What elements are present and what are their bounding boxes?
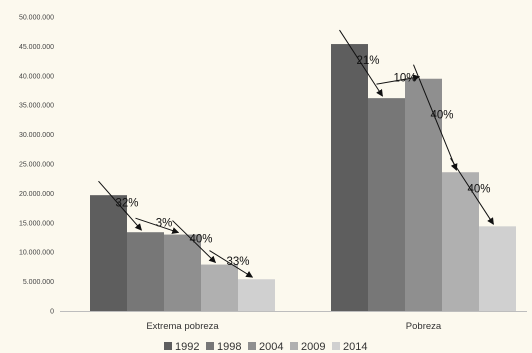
legend-swatch-2014 <box>332 342 340 350</box>
y-tick-label: 25.000.000 <box>19 162 54 169</box>
y-axis: 0 5.000.000 10.000.000 15.000.000 20.000.000… <box>19 15 527 316</box>
change-percent-label: 10% <box>393 72 416 84</box>
legend-swatch-2004 <box>248 342 256 350</box>
legend-swatch-2009 <box>290 342 298 350</box>
y-tick-label: 20.000.000 <box>19 191 54 198</box>
y-tick-label: 40.000.000 <box>19 73 54 80</box>
bar-1998-extrema-pobreza <box>127 232 164 311</box>
change-percent-label: 40% <box>430 109 453 121</box>
change-arrow <box>135 217 180 234</box>
legend-label: 2004 <box>259 341 283 353</box>
change-arrow <box>209 250 254 278</box>
change-percent-label: 21% <box>356 55 379 67</box>
change-arrow <box>172 220 217 264</box>
change-arrow <box>339 29 383 97</box>
bar-2014-pobreza <box>479 226 516 311</box>
bar-2004-extrema-pobreza <box>164 234 201 311</box>
change-percent-label: 32% <box>115 198 138 210</box>
legend-swatch-1998 <box>206 342 214 350</box>
change-percent-label: 40% <box>467 183 490 195</box>
legend: 1992 1998 2004 2009 2014 <box>164 341 367 353</box>
legend-label: 2014 <box>343 341 367 353</box>
bars <box>90 44 516 312</box>
change-arrow <box>98 180 142 231</box>
y-tick-label: 5.000.000 <box>23 279 54 286</box>
y-tick-label: 30.000.000 <box>19 132 54 139</box>
change-percent-label: 33% <box>226 256 249 268</box>
bar-2009-pobreza <box>442 172 479 311</box>
change-percent-label: 40% <box>189 234 212 246</box>
y-tick-label: 45.000.000 <box>19 44 54 51</box>
x-category-label: Extrema pobreza <box>146 321 219 332</box>
change-arrow <box>450 157 494 225</box>
change-arrows: 32% 3% 40% 33% 21% 10% 40% 40% <box>98 29 494 278</box>
bar-1998-pobreza <box>368 98 405 311</box>
y-tick-label: 10.000.000 <box>19 250 54 257</box>
legend-label: 2009 <box>301 341 325 353</box>
bar-2004-pobreza <box>405 78 442 312</box>
y-tick-label: 15.000.000 <box>19 220 54 227</box>
y-tick-label: 50.000.000 <box>19 15 54 22</box>
legend-swatch-1992 <box>164 342 172 350</box>
x-axis-labels: Extrema pobreza Pobreza <box>146 321 442 332</box>
bar-1992-extrema-pobreza <box>90 195 127 311</box>
legend-label: 1992 <box>175 341 199 353</box>
x-category-label: Pobreza <box>406 321 442 332</box>
change-arrow <box>413 64 458 171</box>
change-arrow <box>376 74 421 85</box>
bar-1992-pobreza <box>331 44 368 311</box>
legend-label: 1998 <box>217 341 241 353</box>
y-tick-label: 0 <box>50 309 54 316</box>
bar-2014-extrema-pobreza <box>238 279 275 311</box>
change-percent-label: 3% <box>156 217 173 229</box>
bar-2009-extrema-pobreza <box>201 264 238 311</box>
y-tick-label: 35.000.000 <box>19 103 54 110</box>
